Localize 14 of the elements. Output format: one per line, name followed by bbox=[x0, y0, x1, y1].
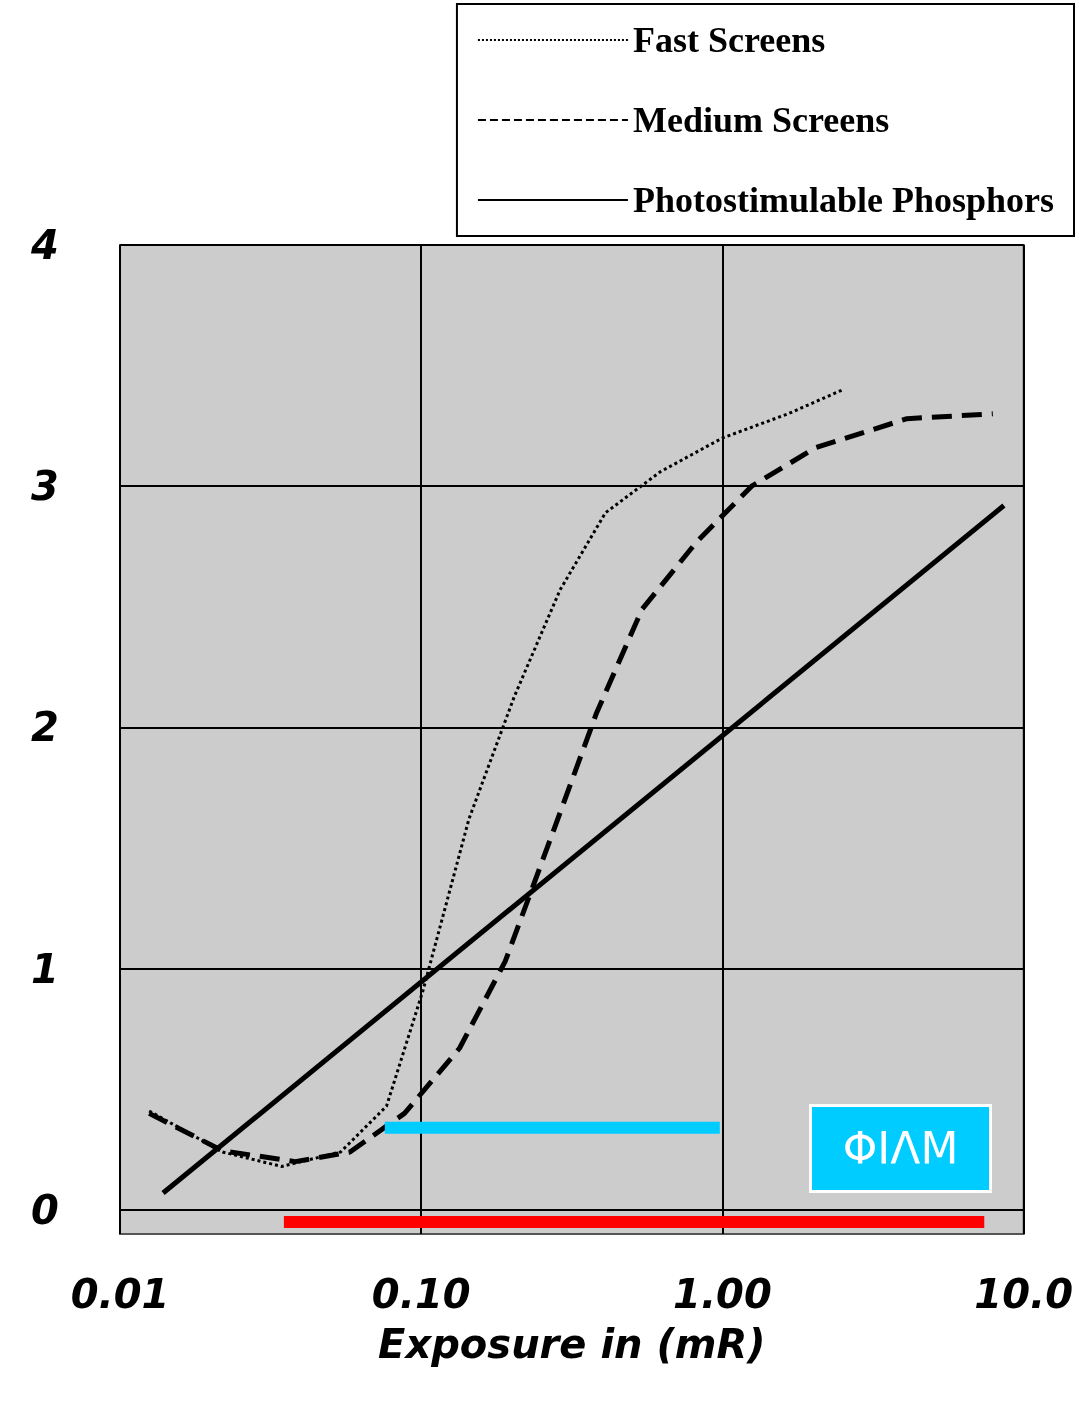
y-tick-label: 1 bbox=[31, 945, 59, 992]
x-tick-label: 10.0 bbox=[974, 1271, 1074, 1317]
x-axis-title: Exposure in (mR) bbox=[378, 1321, 766, 1367]
annotation: ΦΙΛΜ bbox=[842, 1123, 959, 1174]
legend-label: Photostimulable Phosphors bbox=[632, 180, 1055, 220]
x-tick-label: 0.10 bbox=[371, 1271, 471, 1317]
y-tick-label: 0 bbox=[31, 1186, 59, 1233]
legend-label: Medium Screens bbox=[632, 100, 890, 140]
x-tick-label: 1.00 bbox=[673, 1271, 772, 1317]
y-tick-label: 4 bbox=[30, 222, 59, 268]
y-tick-label: 3 bbox=[31, 463, 59, 510]
x-tick-label: 0.01 bbox=[70, 1271, 170, 1317]
y-tick-label: 2 bbox=[31, 704, 59, 751]
legend-label: Fast Screens bbox=[632, 20, 826, 60]
